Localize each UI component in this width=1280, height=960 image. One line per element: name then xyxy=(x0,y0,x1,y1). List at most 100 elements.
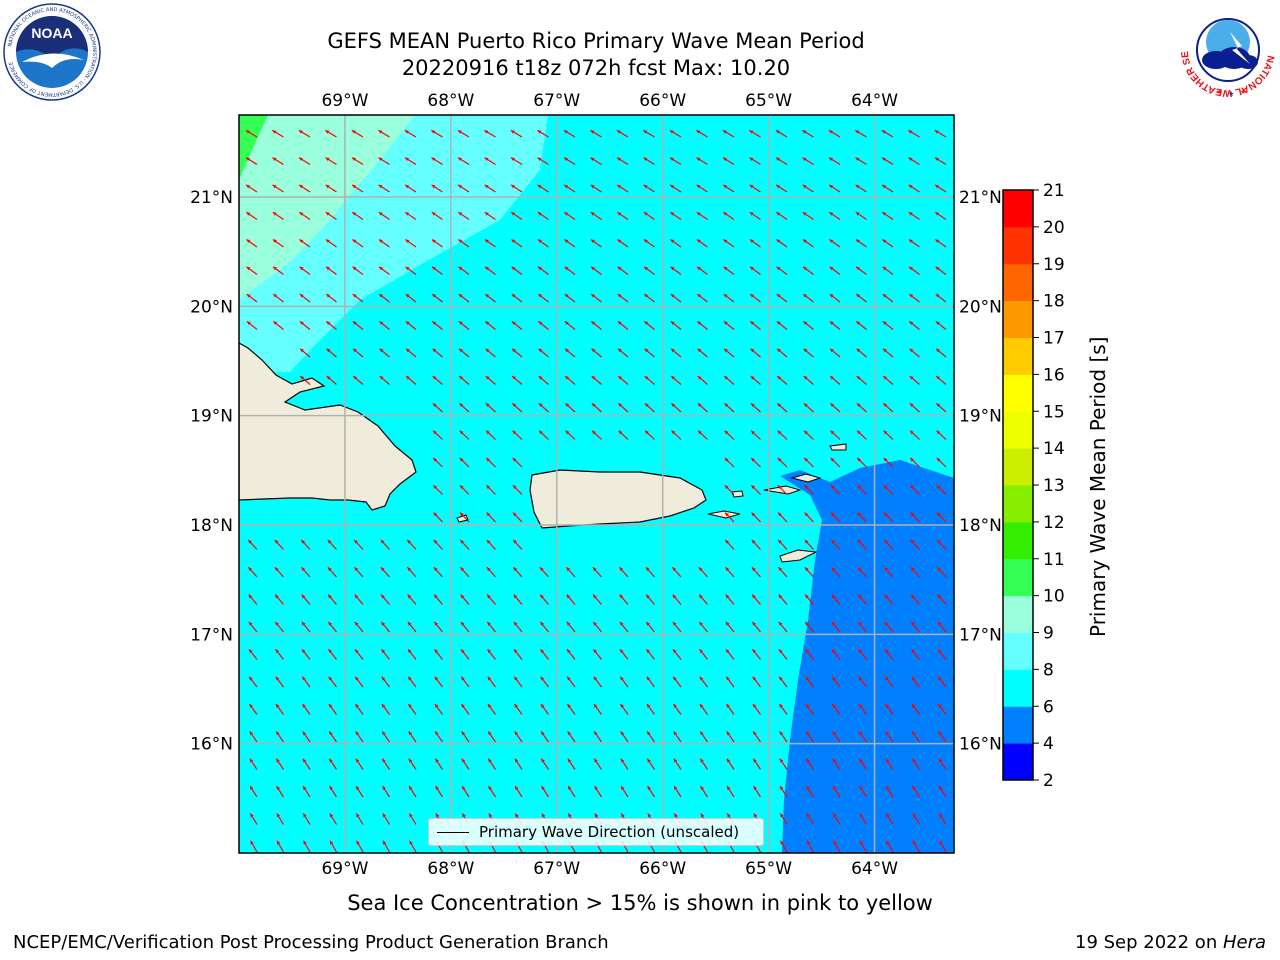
wave-arrowhead xyxy=(859,758,863,763)
wave-arrowhead xyxy=(911,676,916,681)
wave-arrowhead xyxy=(329,758,333,763)
wave-arrowhead xyxy=(830,348,834,353)
wave-arrowhead xyxy=(779,758,784,763)
wave-arrowhead xyxy=(646,594,650,599)
wave-arrowhead xyxy=(910,512,915,517)
wave-arrowhead xyxy=(778,567,783,572)
wave-arrowhead xyxy=(830,430,835,435)
colorbar-segment xyxy=(1003,263,1033,302)
wave-arrowhead xyxy=(485,348,490,353)
wave-arrowhead xyxy=(408,758,413,763)
wave-arrowhead xyxy=(325,239,330,244)
wave-arrowhead xyxy=(378,184,383,189)
wave-arrowhead xyxy=(753,786,757,790)
wave-arrowhead xyxy=(432,403,437,408)
wave-arrowhead xyxy=(804,539,809,544)
wave-arrowhead xyxy=(856,375,861,380)
wave-arrowhead xyxy=(590,184,595,189)
wave-arrowhead xyxy=(435,758,439,763)
wave-arrowhead xyxy=(512,375,517,380)
wave-arrowhead xyxy=(301,567,306,572)
wave-arrowhead xyxy=(511,239,516,244)
wave-arrowhead xyxy=(329,840,334,845)
wave-arrowhead xyxy=(724,403,729,408)
wave-arrowhead xyxy=(433,512,438,517)
wave-arrowhead xyxy=(537,130,542,134)
wave-arrowhead xyxy=(910,539,915,544)
map-gridlines xyxy=(239,115,954,853)
wave-arrowhead xyxy=(696,157,701,162)
wave-arrowhead xyxy=(616,157,621,162)
wave-arrowhead xyxy=(908,184,913,189)
wave-arrowhead xyxy=(802,239,807,244)
wave-arrowhead xyxy=(352,321,357,326)
wave-arrowhead xyxy=(299,239,304,244)
wave-arrowhead xyxy=(726,731,731,736)
colorbar-segment xyxy=(1003,226,1033,265)
wave-arrowhead xyxy=(856,266,860,271)
wave-arrowhead xyxy=(935,294,940,298)
wave-arrowhead xyxy=(328,676,333,681)
wave-arrowhead xyxy=(806,786,810,790)
wave-arrowhead xyxy=(355,676,359,681)
wave-arrowhead xyxy=(780,813,784,818)
wave-arrowhead xyxy=(909,403,914,408)
wave-arrowhead xyxy=(299,184,304,189)
lat-tick-right: 21°N xyxy=(959,188,1002,208)
wave-arrowhead xyxy=(590,212,595,216)
wave-arrowhead xyxy=(459,375,464,380)
wave-arrowhead xyxy=(644,375,649,380)
wave-arrowhead xyxy=(831,621,836,626)
wave-arrowhead xyxy=(751,539,756,544)
wave-arrowhead xyxy=(859,731,863,736)
wave-arrowhead xyxy=(459,457,464,462)
lat-tick-left: 19°N xyxy=(190,407,233,427)
wave-arrowhead xyxy=(750,375,755,380)
colorbar-segment xyxy=(1003,485,1033,523)
wave-arrowhead xyxy=(674,813,678,818)
wave-arrowhead xyxy=(749,157,754,162)
wave-arrowhead xyxy=(643,212,648,216)
legend-label: Primary Wave Direction (unscaled) xyxy=(479,823,740,841)
wave-arrowhead xyxy=(487,676,492,681)
colorbar-segment xyxy=(1003,595,1033,633)
wave-arrowhead xyxy=(276,786,280,790)
colorbar-tick-label: 2 xyxy=(1043,771,1054,791)
wave-arrowhead xyxy=(275,703,280,708)
wave-arrowhead xyxy=(515,786,519,790)
wave-arrowhead xyxy=(938,676,942,681)
wave-arrowhead xyxy=(753,731,757,736)
wave-arrowhead xyxy=(485,375,490,380)
wave-arrowhead xyxy=(855,184,860,189)
wave-arrowhead xyxy=(830,375,835,380)
wave-arrowhead xyxy=(352,184,357,189)
wave-arrowhead xyxy=(511,212,516,216)
wave-arrowhead xyxy=(646,676,651,681)
wave-arrowhead xyxy=(909,294,914,298)
wave-arrowhead xyxy=(881,130,886,134)
wave-arrowhead xyxy=(856,403,861,408)
wave-arrowhead xyxy=(299,212,304,216)
wave-arrowhead xyxy=(935,239,940,244)
wave-arrowhead xyxy=(674,786,678,790)
wave-arrowhead xyxy=(355,731,360,736)
wave-arrowhead xyxy=(488,758,492,763)
wave-arrowhead xyxy=(354,621,359,626)
wave-arrowhead xyxy=(722,157,727,162)
wave-arrowhead xyxy=(594,813,599,818)
wave-arrowhead xyxy=(912,786,916,790)
wave-arrowhead xyxy=(592,430,596,435)
wave-arrowhead xyxy=(776,266,781,271)
wave-arrowhead xyxy=(513,512,517,517)
wave-arrowhead xyxy=(804,485,809,490)
wave-arrowhead xyxy=(620,731,625,736)
wave-arrowhead xyxy=(856,294,861,298)
wave-arrowhead xyxy=(325,130,330,134)
colorbar-tick-label: 16 xyxy=(1043,365,1065,385)
wave-arrowhead xyxy=(378,212,383,216)
wave-arrowhead xyxy=(458,294,463,298)
wave-arrowhead xyxy=(272,157,277,162)
lat-tick-left: 20°N xyxy=(190,297,233,317)
wave-arrowhead xyxy=(381,649,386,654)
colorbar-tick-label: 14 xyxy=(1043,439,1065,459)
